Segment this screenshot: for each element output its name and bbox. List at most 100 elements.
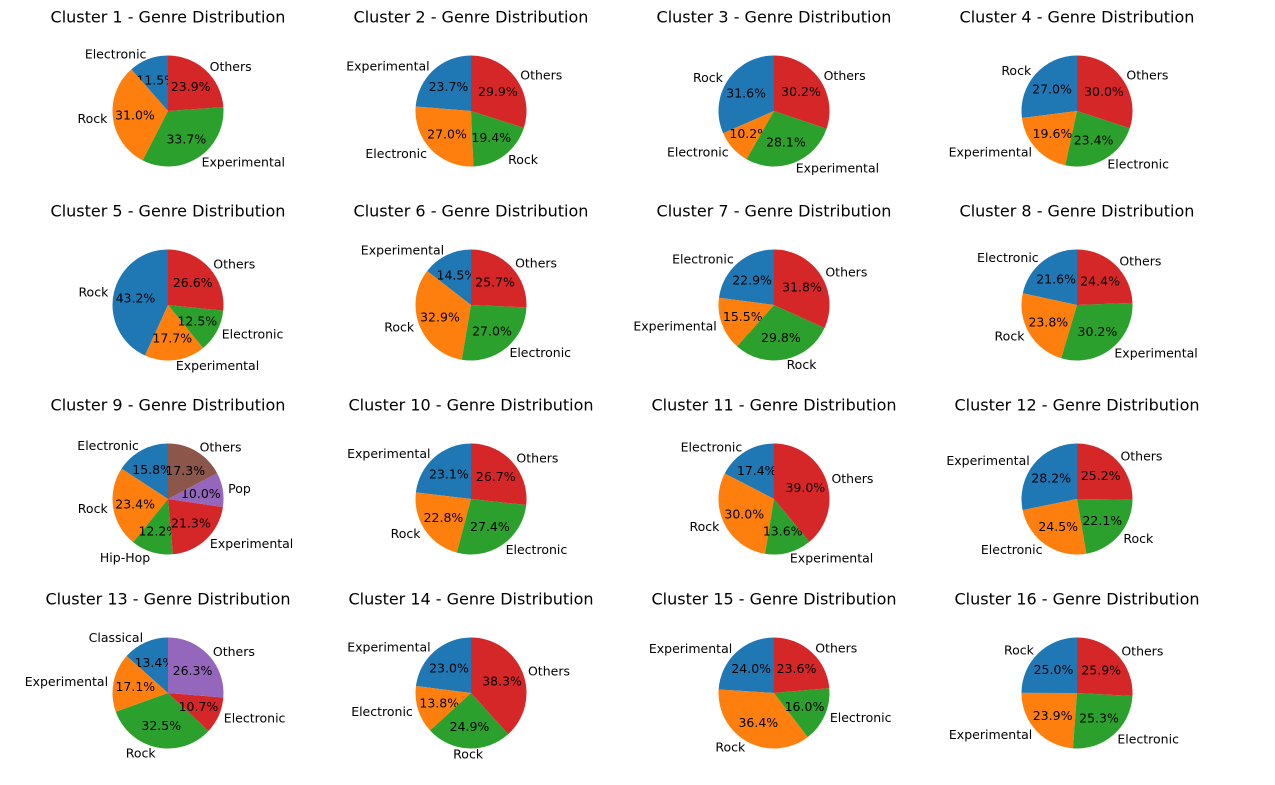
slice-percent-label: 21.6% [1036, 272, 1076, 287]
pie-slice [415, 55, 471, 111]
pie-slice [1022, 499, 1087, 555]
slice-label: Experimental [176, 358, 259, 373]
pie-slice [774, 688, 830, 738]
pie-slice [112, 249, 168, 356]
slice-label: Rock [1123, 531, 1154, 546]
slice-label: Experimental [790, 550, 873, 565]
chart-title: Cluster 15 - Genre Distribution [651, 590, 896, 609]
slice-percent-label: 17.1% [115, 679, 155, 694]
slice-label: Electronic [77, 438, 139, 453]
slice-label: Experimental [361, 243, 444, 258]
slice-label: Electronic [667, 144, 729, 159]
pie-chart-7: Cluster 7 - Genre Distribution Electronic… [633, 202, 891, 373]
slice-percent-label: 39.0% [785, 480, 825, 495]
pie-slice [415, 492, 471, 553]
slice-label: Electronic [85, 46, 147, 61]
pie-slice [746, 111, 827, 167]
pie-slice [1021, 55, 1077, 118]
slice-label: Electronic [351, 704, 413, 719]
slice-percent-label: 23.7% [429, 79, 469, 94]
slice-percent-label: 15.5% [723, 309, 763, 324]
chart-title: Cluster 12 - Genre Distribution [954, 396, 1199, 415]
slice-percent-label: 21.3% [171, 516, 211, 531]
chart-title: Cluster 2 - Genre Distribution [354, 8, 589, 27]
slice-label: Rock [78, 285, 109, 300]
pie-slice [115, 693, 209, 749]
slice-percent-label: 29.8% [761, 330, 801, 345]
pie-slice [1077, 55, 1133, 129]
chart-title: Cluster 7 - Genre Distribution [657, 202, 892, 221]
slice-label: Others [213, 257, 255, 272]
slice-percent-label: 23.4% [115, 497, 155, 512]
slice-percent-label: 36.4% [738, 715, 778, 730]
slice-percent-label: 27.0% [1032, 81, 1072, 96]
pie-slice [456, 499, 527, 555]
slice-percent-label: 22.1% [1082, 513, 1122, 528]
pie-slice [112, 69, 168, 161]
slice-percent-label: 27.4% [470, 519, 510, 534]
slice-label: Experimental [949, 727, 1032, 742]
slice-percent-label: 24.4% [1080, 274, 1120, 289]
pie-slice [1061, 302, 1133, 361]
pie-slice [718, 473, 774, 554]
pie-slice [168, 249, 224, 311]
slice-label: Others [516, 451, 558, 466]
pie-slice [415, 270, 471, 360]
pie-slice [121, 443, 168, 499]
slice-label: Others [515, 255, 557, 270]
slice-label: Rock [126, 745, 157, 760]
pie-slice [1077, 249, 1133, 305]
pie-chart-13: Cluster 13 - Genre Distribution Classical… [25, 590, 291, 761]
slice-percent-label: 28.1% [766, 135, 806, 150]
slice-percent-label: 19.4% [471, 130, 511, 145]
pie-slice [168, 637, 224, 698]
slice-label: Electronic [1117, 731, 1179, 746]
slice-percent-label: 17.3% [165, 463, 205, 478]
slice-label: Rock [787, 357, 818, 372]
slice-label: Electronic [506, 542, 568, 557]
slice-label: Electronic [681, 439, 743, 454]
slice-percent-label: 11.5% [136, 72, 176, 87]
pie-slice [1022, 249, 1077, 305]
pie-slice [126, 637, 168, 693]
slice-label: Electronic [981, 542, 1043, 557]
chart-title: Cluster 8 - Genre Distribution [960, 202, 1195, 221]
slice-label: Experimental [633, 319, 716, 334]
pie-slice [1077, 443, 1133, 500]
slice-percent-label: 30.0% [724, 506, 764, 521]
slice-percent-label: 15.8% [132, 462, 172, 477]
slice-percent-label: 10.7% [179, 699, 219, 714]
slice-label: Experimental [347, 640, 430, 655]
slice-percent-label: 31.0% [115, 108, 155, 123]
pie-chart-2: Cluster 2 - Genre Distribution Experiment… [346, 8, 588, 167]
slice-percent-label: 26.7% [476, 469, 516, 484]
slice-percent-label: 12.2% [138, 523, 178, 538]
pie-chart-12: Cluster 12 - Genre Distribution Experimen… [946, 396, 1199, 557]
pie-slice [1021, 637, 1077, 693]
pie-chart-9: Cluster 9 - Genre Distribution Electronic… [51, 396, 294, 565]
slice-percent-label: 30.2% [1078, 324, 1118, 339]
pie-chart-8: Cluster 8 - Genre Distribution Electronic… [960, 202, 1198, 361]
slice-percent-label: 25.9% [1081, 663, 1121, 678]
pie-slice [1073, 693, 1133, 749]
pie-chart-11: Cluster 11 - Genre Distribution Electroni… [651, 396, 896, 566]
slice-percent-label: 22.9% [732, 272, 772, 287]
slice-label: Experimental [347, 446, 430, 461]
slice-percent-label: 17.7% [152, 331, 192, 346]
pie-slice [737, 305, 825, 361]
slice-percent-label: 10.0% [181, 486, 221, 501]
pie-slice [133, 499, 173, 555]
slice-label: Experimental [796, 161, 879, 176]
pie-slice [1021, 111, 1077, 166]
slice-label: Experimental [1114, 346, 1197, 361]
slice-label: Others [824, 68, 866, 83]
pie-slice [724, 443, 774, 499]
slice-percent-label: 26.3% [173, 663, 213, 678]
slice-label: Rock [1001, 63, 1032, 78]
slice-label: Electronic [224, 710, 286, 725]
pie-slice [471, 111, 524, 167]
slice-label: Electronic [672, 252, 734, 267]
